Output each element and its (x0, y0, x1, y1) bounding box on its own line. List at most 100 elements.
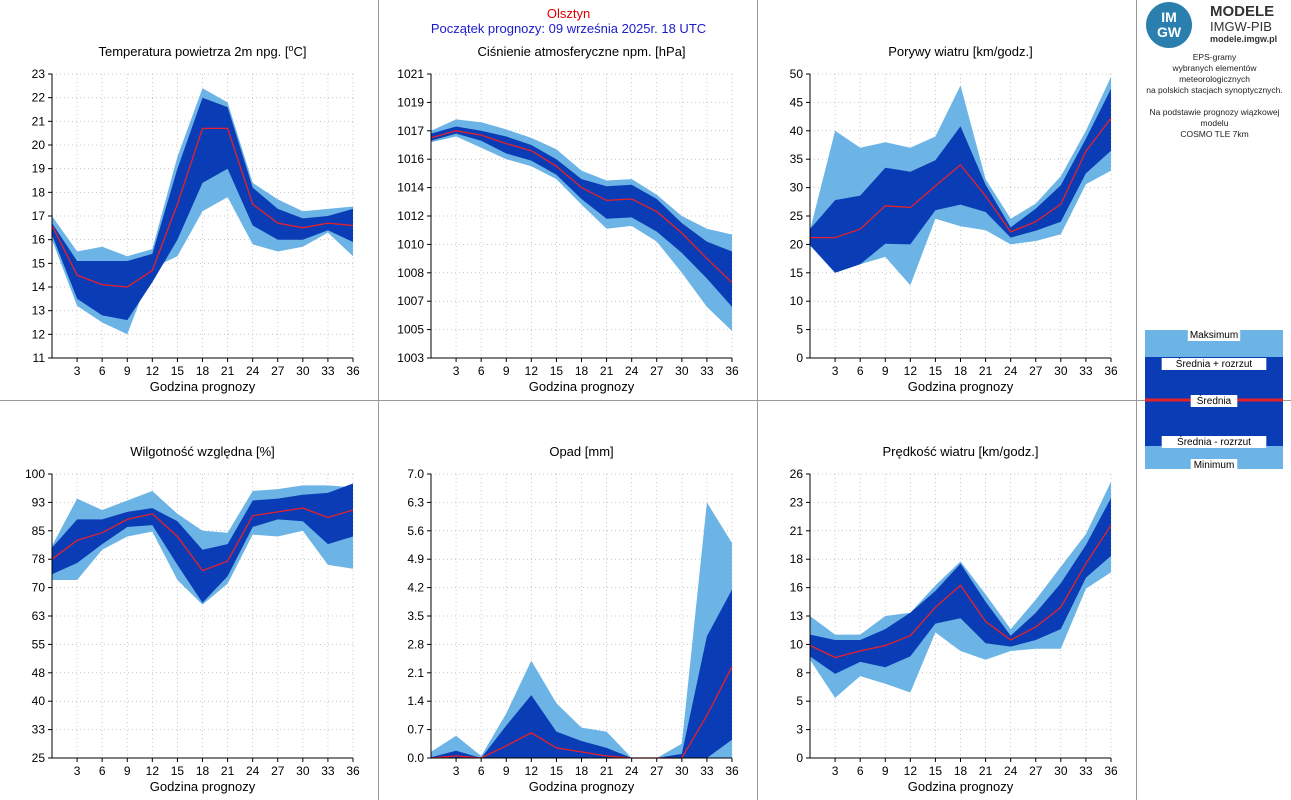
chart5-x-tick-label: 24 (625, 764, 639, 778)
chart1-title-degree: o (289, 43, 294, 53)
chart5-y-tick-label: 2.1 (407, 666, 424, 680)
chart1-x-tick-label: 15 (171, 364, 185, 378)
chart4-y-tick-label: 33 (32, 723, 46, 737)
desc-line2: wybranych elementów meteorologicznych (1172, 63, 1257, 84)
chart6-y-tick-label: 23 (790, 495, 804, 509)
chart6-x-tick-label: 27 (1029, 764, 1043, 778)
chart5-x-tick-label: 6 (478, 764, 485, 778)
chart6-x-tick-label: 18 (954, 764, 968, 778)
chart2-band-spread (431, 126, 732, 307)
chart1-y-tick-label: 20 (32, 138, 46, 152)
chart4-y-tick-label: 40 (32, 694, 46, 708)
chart5-y-tick-label: 4.9 (407, 552, 424, 566)
chart1-x-tick-label: 12 (146, 364, 160, 378)
legend-label-mean-plus: Średnia + rozrzut (1176, 357, 1253, 370)
chart2-mean-line (430, 130, 733, 284)
chart2-y-tick-label: 1014 (397, 181, 424, 195)
chart6-y-tick-label: 16 (790, 581, 804, 595)
chart6-x-tick-label: 12 (904, 764, 918, 778)
chart4-y-tick-label: 85 (32, 524, 46, 538)
chart5-x-tick-label: 27 (650, 764, 664, 778)
chart3-y-tick-label: 35 (790, 152, 804, 166)
chart6-y-tick-label: 26 (790, 467, 804, 481)
chart4-y-tick-label: 25 (32, 751, 46, 765)
chart2-y-tick-label: 1003 (397, 351, 424, 365)
chart5-x-tick-label: 30 (675, 764, 689, 778)
logo-mark-line2: GW (1156, 24, 1182, 40)
chart1-y-tick-label: 19 (32, 162, 46, 176)
chart5-y-tick-label: 0.7 (407, 723, 424, 737)
chart3-title: Porywy wiatru [km/godz.] (888, 44, 1033, 59)
chart1-y-tick-label: 23 (32, 67, 46, 81)
chart1-x-tick-label: 36 (346, 364, 360, 378)
chart6-y-tick-label: 5 (796, 694, 803, 708)
chart1-title-part: Temperatura powietrza 2m npg. [ (98, 44, 288, 59)
chart4-x-tick-label: 24 (246, 764, 260, 778)
chart2-y-tick-label: 1016 (397, 152, 424, 166)
chart6-mean-line (809, 524, 1112, 659)
chart3-y-tick-label: 15 (790, 266, 804, 280)
chart2-x-tick-label: 36 (725, 364, 739, 378)
chart6-y-tick-label: 3 (796, 723, 803, 737)
chart3-y-tick-label: 50 (790, 67, 804, 81)
logo-line3: modele.imgw.pl (1210, 34, 1278, 44)
chart2-x-tick-label: 15 (550, 364, 564, 378)
chart4-title: Wilgotność względna [%] (130, 444, 275, 459)
chart2-y-tick-label: 1007 (397, 294, 424, 308)
chart5-y-tick-label: 5.6 (407, 524, 424, 538)
chart4-band-spread (52, 483, 353, 603)
chart5-y-tick-label: 2.8 (407, 637, 424, 651)
chart6-y-tick-label: 18 (790, 552, 804, 566)
station-name: Olsztyn (546, 6, 591, 21)
legend-label-max-bg (1187, 329, 1241, 341)
chart1-x-tick-label: 24 (246, 364, 260, 378)
chart2-x-tick-label: 9 (503, 364, 510, 378)
chart2-x-tick-label: 12 (525, 364, 539, 378)
chart1-x-tick-label: 3 (74, 364, 81, 378)
chart2-y-tick-label: 1008 (397, 266, 424, 280)
chart4-x-tick-label: 33 (321, 764, 335, 778)
chart6-x-tick-label: 30 (1054, 764, 1068, 778)
chart1-title-part: C] (294, 44, 307, 59)
chart3-y-tick-label: 5 (796, 323, 803, 337)
chart1-x-tick-label: 33 (321, 364, 335, 378)
chart1-y-tick-label: 14 (32, 280, 46, 294)
desc-line3: na polskich stacjach synoptycznych. (1146, 85, 1283, 95)
chart3-y-tick-label: 30 (790, 181, 804, 195)
chart2-x-tick-label: 6 (478, 364, 485, 378)
chart4-x-tick-label: 21 (221, 764, 235, 778)
chart3-x-label: Godzina prognozy (908, 379, 1014, 394)
chart1-y-tick-label: 12 (32, 327, 46, 341)
chart1-x-tick-label: 18 (196, 364, 210, 378)
chart2-band-min-max (431, 119, 732, 332)
legend-label-max: Maksimum (1190, 330, 1238, 341)
chart4-y-tick-label: 100 (25, 467, 45, 481)
chart5-y-tick-label: 1.4 (407, 694, 424, 708)
chart4-x-tick-label: 3 (74, 764, 81, 778)
legend-label-mean-minus-bg (1161, 436, 1267, 448)
chart2-x-tick-label: 30 (675, 364, 689, 378)
chart3-x-tick-label: 12 (904, 364, 918, 378)
chart1-x-tick-label: 21 (221, 364, 235, 378)
chart4-x-tick-label: 9 (124, 764, 131, 778)
chart3-y-tick-label: 10 (790, 294, 804, 308)
chart1-title: Temperatura powietrza 2m npg. [oC] (98, 43, 306, 59)
chart5-x-tick-label: 21 (600, 764, 614, 778)
chart5-y-tick-label: 4.2 (407, 581, 424, 595)
legend-label-mean-bg (1190, 395, 1238, 407)
chart6-x-tick-label: 6 (857, 764, 864, 778)
chart4-y-tick-label: 48 (32, 666, 46, 680)
chart4-x-label: Godzina prognozy (150, 779, 256, 794)
chart6-title: Prędkość wiatru [km/godz.] (882, 444, 1038, 459)
chart3-x-tick-label: 36 (1104, 364, 1118, 378)
chart6-y-tick-label: 10 (790, 637, 804, 651)
chart5-x-tick-label: 12 (525, 764, 539, 778)
legend-label-min: Minimum (1194, 460, 1235, 471)
chart5-y-tick-label: 7.0 (407, 467, 424, 481)
chart6-x-tick-label: 21 (979, 764, 993, 778)
chart4-x-tick-label: 27 (271, 764, 285, 778)
chart2-y-tick-label: 1005 (397, 323, 424, 337)
chart1-x-tick-label: 9 (124, 364, 131, 378)
chart3-x-tick-label: 3 (832, 364, 839, 378)
